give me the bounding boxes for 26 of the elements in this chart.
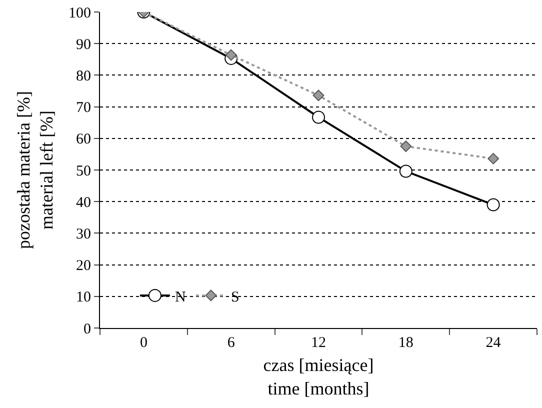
point bbox=[486, 198, 500, 212]
y-tick-label: 70 bbox=[76, 100, 91, 116]
x-tick-label: 18 bbox=[398, 335, 414, 351]
x-axis-title: czas [miesiące] time [months] bbox=[263, 355, 374, 398]
y-tick-label: 0 bbox=[84, 321, 91, 338]
x-tick-label: 6 bbox=[227, 335, 236, 351]
point bbox=[488, 152, 499, 164]
point bbox=[399, 164, 412, 178]
y-tick-label: 80 bbox=[76, 68, 91, 84]
x-tick-label: 24 bbox=[486, 335, 502, 351]
legend-label: N bbox=[174, 289, 186, 306]
x-tick-label: 0 bbox=[140, 335, 148, 351]
point bbox=[400, 140, 412, 152]
y-tick-label: 50 bbox=[76, 163, 91, 180]
y-tick-label: 10 bbox=[76, 290, 91, 306]
y-tick-label: 60 bbox=[76, 132, 91, 148]
point bbox=[312, 90, 324, 102]
y-tick-label: 40 bbox=[76, 194, 91, 211]
x-tick-label: 12 bbox=[311, 335, 326, 351]
y-tick-label: 100 bbox=[68, 5, 91, 22]
y-tick-label: 90 bbox=[76, 36, 91, 53]
point bbox=[312, 110, 325, 124]
y-tick-label: 30 bbox=[76, 226, 91, 242]
y-axis-title: pozostała materia [%] material left [%] bbox=[13, 91, 57, 249]
point bbox=[225, 49, 237, 61]
y-tick-label: 20 bbox=[76, 258, 91, 274]
